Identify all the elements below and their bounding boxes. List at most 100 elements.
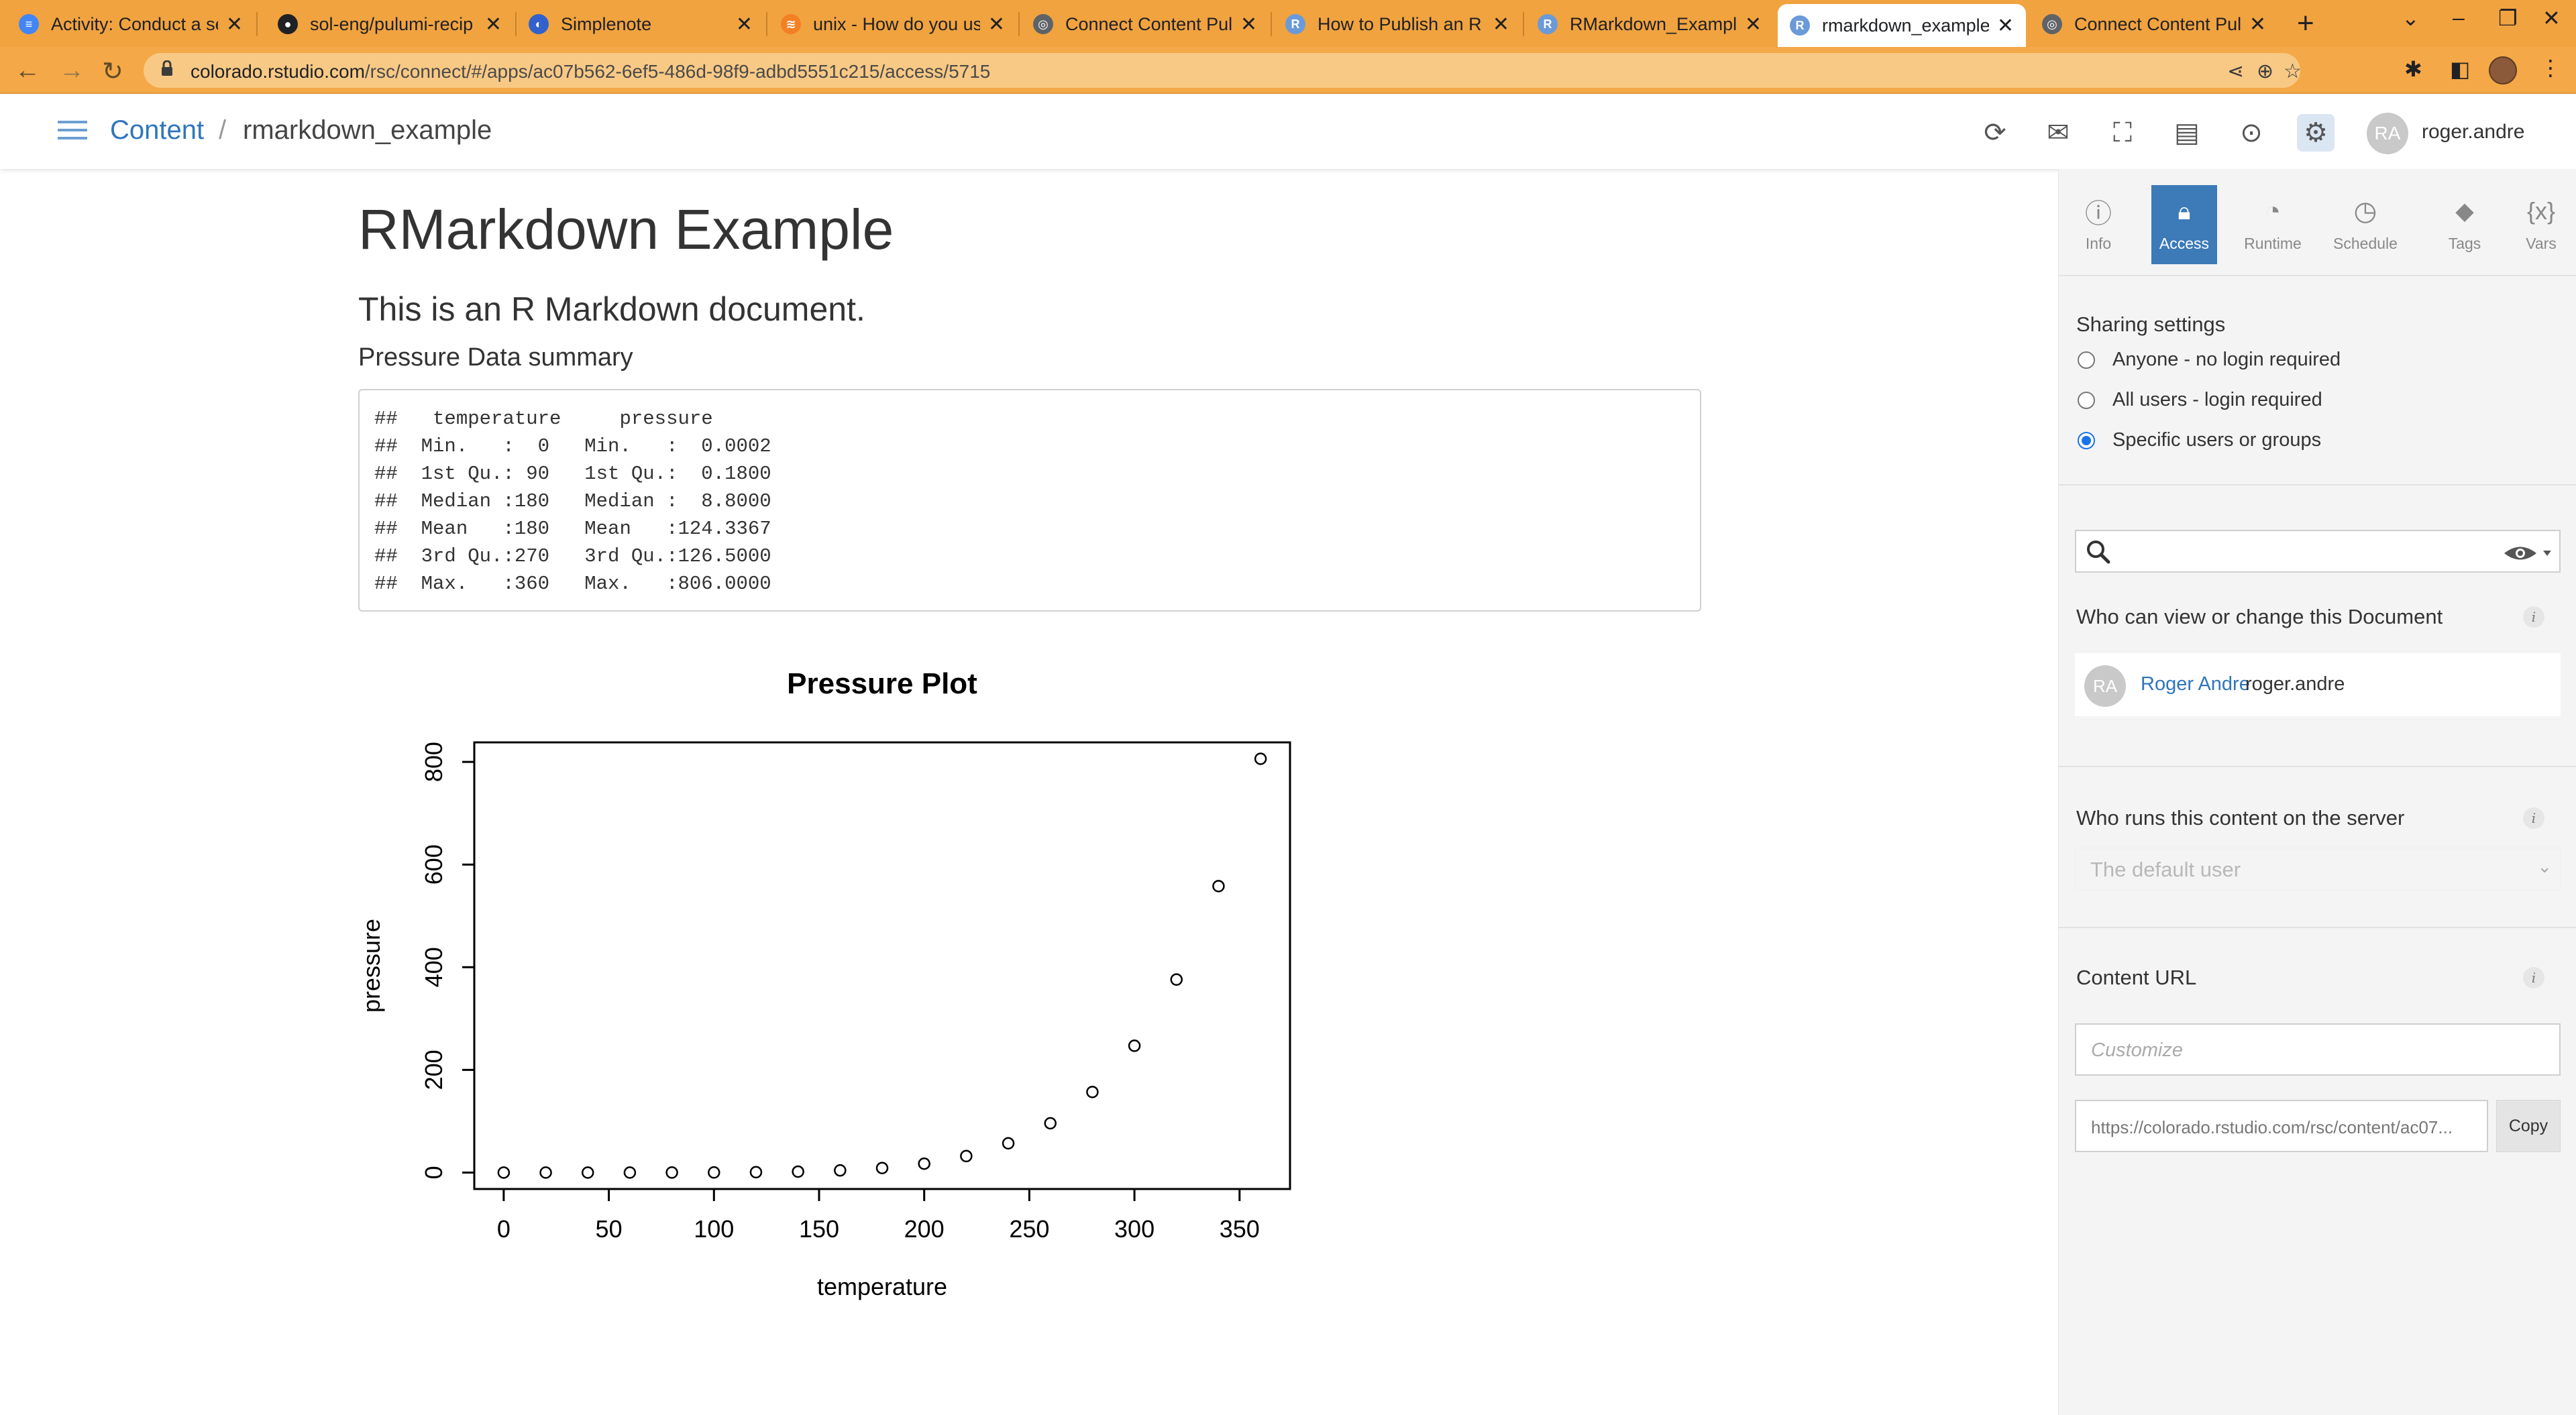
panel-tab-schedule[interactable]: ◷ Schedule — [2332, 185, 2398, 264]
sharing-radio[interactable] — [2078, 431, 2095, 449]
close-tab-icon[interactable]: ✕ — [1240, 13, 1257, 36]
user-avatar[interactable]: RA — [2367, 113, 2408, 154]
panel-tab-access[interactable]: 🔒︎ Access — [2151, 185, 2217, 264]
content-url-field[interactable]: https://colorado.rstudio.com/rsc/content… — [2075, 1100, 2488, 1152]
url-text[interactable]: colorado.rstudio.com/rsc/connect/#/apps/… — [191, 61, 991, 82]
browser-tab-title: rmarkdown_example — [1822, 15, 1989, 36]
forward-icon[interactable]: → — [59, 56, 85, 84]
email-icon[interactable]: ✉ — [2047, 118, 2070, 148]
more-options-icon[interactable]: ⊙ — [2240, 118, 2263, 148]
x-tick-label: 100 — [694, 1215, 734, 1243]
browser-tab[interactable]: R How to Publish an R ✕ — [1273, 5, 1521, 43]
close-tab-icon[interactable]: ✕ — [1744, 13, 1762, 36]
data-point — [918, 1157, 930, 1170]
zoom-icon[interactable]: ⊕ — [2257, 60, 2274, 82]
panel-tab-label: Tags — [2448, 235, 2481, 252]
data-point — [749, 1166, 763, 1179]
custom-url-input[interactable]: Customize — [2075, 1023, 2561, 1076]
view-permission-dropdown-icon[interactable] — [2503, 543, 2555, 563]
sharing-settings-title: Sharing settings — [2076, 313, 2226, 336]
data-point — [1128, 1039, 1141, 1052]
close-tab-icon[interactable]: ✕ — [1996, 14, 2014, 37]
clock-icon: ◷ — [2353, 196, 2377, 226]
browser-tab[interactable]: ≋ unix - How do you us ✕ — [769, 5, 1017, 43]
side-panel-icon[interactable]: ◧ — [2450, 57, 2471, 81]
r-icon: R — [1538, 14, 1558, 34]
back-icon[interactable]: ← — [15, 56, 40, 84]
browser-tab[interactable]: ◎ Connect Content Pul ✕ — [1021, 5, 1269, 43]
panel-tab-runtime[interactable]: ◔ Runtime — [2240, 185, 2306, 264]
data-point — [539, 1166, 552, 1179]
tab-separator — [256, 12, 258, 36]
username-label[interactable]: roger.andre — [2422, 121, 2525, 143]
sharing-radio[interactable] — [2078, 391, 2095, 409]
who-runs-title: Who runs this content on the server — [2076, 806, 2405, 830]
y-tick-label: 600 — [420, 844, 447, 885]
x-tick-label: 300 — [1114, 1215, 1155, 1243]
panel-tab-vars[interactable]: {x} Vars — [2508, 185, 2574, 264]
permission-user-row[interactable]: RA Roger Andre roger.andre — [2075, 653, 2561, 716]
user-display-name[interactable]: Roger Andre — [2141, 673, 2250, 695]
document-subtitle: This is an R Markdown document. — [358, 290, 865, 328]
browser-tab[interactable]: ◐ Simplenote ✕ — [517, 5, 765, 43]
browser-tab[interactable]: ◎ Connect Content Pul ✕ — [2030, 5, 2278, 43]
new-tab-button[interactable]: + — [2297, 7, 2314, 40]
divider — [2059, 766, 2576, 767]
restore-icon[interactable]: ❐ — [2498, 6, 2518, 30]
data-point — [497, 1166, 511, 1179]
fullscreen-icon[interactable]: ⛶ — [2113, 117, 2132, 148]
close-tab-icon[interactable]: ✕ — [2249, 13, 2266, 36]
report-history-icon[interactable]: ▤ — [2174, 118, 2200, 148]
refresh-icon[interactable]: ⟳ — [1984, 118, 2006, 148]
minimize-icon[interactable]: – — [2453, 5, 2465, 30]
browser-menu-icon[interactable]: ⋮ — [2540, 56, 2561, 80]
browser-tab[interactable]: ● sol-eng/pulumi-recip ✕ — [266, 5, 514, 43]
divider — [2059, 484, 2576, 486]
data-point — [623, 1166, 637, 1179]
settings-gear-icon[interactable]: ⚙ — [2297, 114, 2334, 152]
user-search-input[interactable] — [2075, 530, 2561, 573]
breadcrumb-separator: / — [219, 115, 227, 145]
extensions-icon[interactable]: ✱ — [2404, 57, 2422, 81]
info-icon[interactable]: i — [2523, 967, 2544, 988]
run-as-select[interactable]: The default user ⌄ — [2075, 848, 2561, 891]
data-point — [792, 1165, 804, 1178]
tab-search-icon[interactable]: ⌄ — [2402, 6, 2420, 30]
lock-icon — [162, 60, 172, 76]
close-tab-icon[interactable]: ✕ — [987, 13, 1005, 36]
sharing-option[interactable]: Specific users or groups — [2078, 429, 2321, 451]
chevron-down-icon: ⌄ — [2537, 856, 2552, 876]
close-tab-icon[interactable]: ✕ — [735, 13, 753, 36]
close-tab-icon[interactable]: ✕ — [1492, 13, 1509, 36]
custom-url-placeholder: Customize — [2091, 1039, 2183, 1061]
tag-icon: ⬥ — [2455, 196, 2474, 226]
address-bar[interactable]: colorado.rstudio.com/rsc/connect/#/apps/… — [144, 53, 2302, 88]
close-window-icon[interactable]: ✕ — [2542, 6, 2561, 30]
close-tab-icon[interactable]: ✕ — [484, 13, 502, 36]
sharing-option[interactable]: All users - login required — [2078, 389, 2322, 411]
panel-tab-info[interactable]: ⓘ Info — [2065, 185, 2131, 264]
browser-tab[interactable]: ≡ Activity: Conduct a se ✕ — [7, 5, 255, 43]
sharing-option[interactable]: Anyone - no login required — [2078, 349, 2341, 371]
reload-icon[interactable]: ↻ — [102, 58, 123, 86]
sharing-radio[interactable] — [2078, 351, 2095, 369]
info-icon[interactable]: i — [2523, 807, 2544, 829]
pressure-plot: Pressure Plot 0 50 100 150 200 250 300 350 0 200… — [358, 667, 1291, 1300]
info-icon[interactable]: i — [2523, 606, 2544, 628]
panel-tab-label: Info — [2085, 235, 2112, 252]
browser-tab[interactable]: R RMarkdown_Exampl ✕ — [1525, 5, 1774, 43]
browser-tab-title: Connect Content Pul — [1065, 13, 1232, 34]
menu-icon[interactable] — [58, 121, 87, 139]
app-header: Content / rmarkdown_example ⟳ ✉ ⛶ ▤ ⊙ ⚙ … — [0, 95, 2576, 169]
browser-tab-title: unix - How do you us — [813, 13, 980, 34]
share-icon[interactable]: ⋖ — [2227, 60, 2245, 82]
bookmark-star-icon[interactable]: ☆ — [2284, 60, 2302, 82]
data-point — [960, 1149, 973, 1163]
close-tab-icon[interactable]: ✕ — [225, 13, 243, 36]
browser-profile-avatar[interactable] — [2489, 56, 2517, 84]
breadcrumb-content-link[interactable]: Content — [110, 115, 205, 145]
panel-tab-tags[interactable]: ⬥ Tags — [2432, 185, 2498, 264]
copy-url-button[interactable]: Copy — [2496, 1100, 2561, 1152]
code-line: ## Min. : 0 Min. : 0.0002 — [374, 435, 795, 457]
